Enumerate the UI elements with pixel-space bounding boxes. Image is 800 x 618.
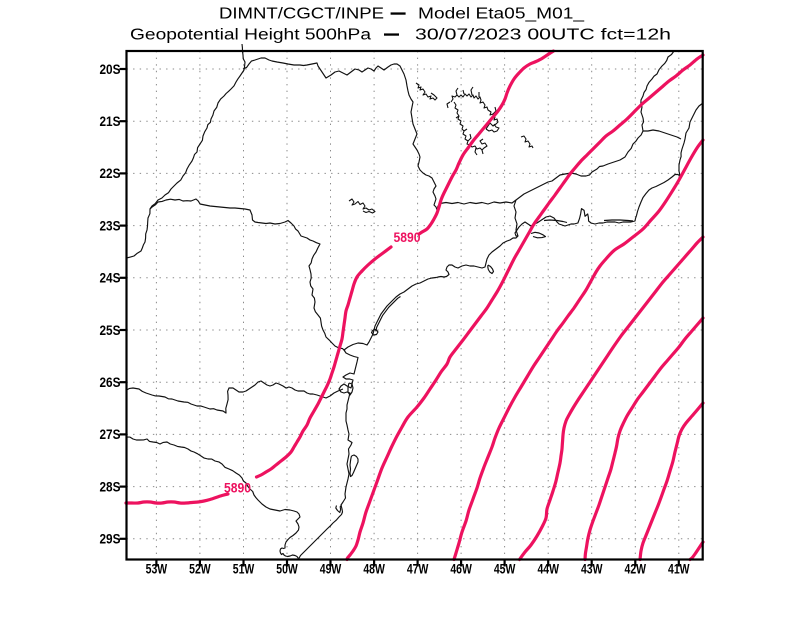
svg-text:51W: 51W [233,562,255,577]
svg-text:41W: 41W [668,562,690,577]
svg-text:43W: 43W [581,562,603,577]
svg-text:53W: 53W [146,562,168,577]
svg-text:48W: 48W [363,562,385,577]
svg-text:22S: 22S [100,166,121,181]
svg-text:Model Eta05_M01_: Model Eta05_M01_ [418,6,584,23]
svg-text:Geopotential Height 500hPa: Geopotential Height 500hPa [130,27,371,44]
svg-text:28S: 28S [100,479,121,494]
svg-text:29S: 29S [100,532,121,547]
svg-text:24S: 24S [100,271,121,286]
svg-text:50W: 50W [276,562,298,577]
svg-text:52W: 52W [189,562,211,577]
svg-text:20S: 20S [100,62,121,77]
svg-text:27S: 27S [100,427,121,442]
svg-text:5890: 5890 [394,229,421,245]
svg-text:26S: 26S [100,375,121,390]
svg-text:DIMNT/CGCT/INPE: DIMNT/CGCT/INPE [219,6,384,23]
svg-text:45W: 45W [494,562,516,577]
svg-text:44W: 44W [537,562,559,577]
svg-text:42W: 42W [625,562,647,577]
svg-text:30/07/2023 00UTC fct=12h: 30/07/2023 00UTC fct=12h [415,27,671,44]
svg-text:5890: 5890 [224,480,251,496]
svg-text:46W: 46W [450,562,472,577]
svg-text:25S: 25S [100,323,121,338]
svg-text:21S: 21S [100,114,121,129]
svg-text:23S: 23S [100,218,121,233]
svg-text:49W: 49W [320,562,342,577]
svg-text:47W: 47W [407,562,429,577]
